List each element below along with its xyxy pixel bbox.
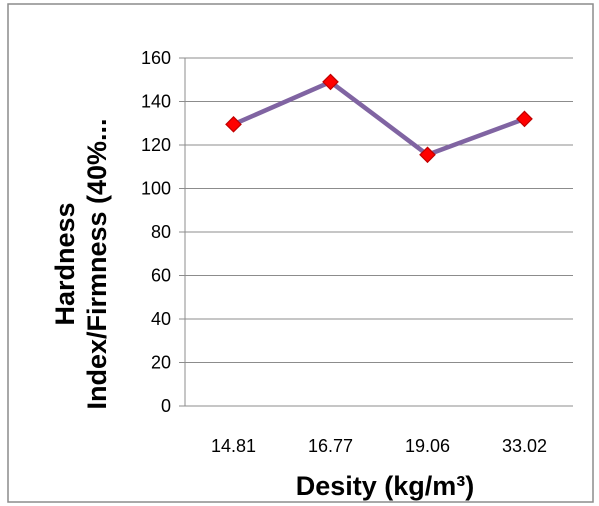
data-point-marker [225, 115, 242, 133]
y-tick-label: 40 [151, 309, 171, 329]
y-tick-label: 20 [151, 353, 171, 373]
data-point-marker [419, 146, 436, 164]
x-tick-label: 14.81 [211, 436, 256, 456]
gridlines [185, 57, 573, 363]
y-axis-title: Hardness Index/Firmness (40%... [50, 118, 112, 409]
chart-area-border [7, 3, 594, 503]
y-tick-label: 80 [151, 222, 171, 242]
x-tick-label: 33.02 [502, 436, 547, 456]
y-tick-label: 100 [141, 179, 171, 199]
series-line [231, 79, 527, 158]
y-tick-label: 160 [141, 48, 171, 68]
data-point-marker [322, 73, 339, 91]
y-tick-label: 140 [141, 92, 171, 112]
y-axis-title-line-1: Hardness [50, 202, 80, 325]
tick-labels: 0 20 40 60 80 100 120 140 160 14.81 16.77 19.06 33.0… [141, 48, 547, 456]
y-axis-title-line-2: Index/Firmness (40%... [82, 118, 112, 409]
y-tick-label: 120 [141, 135, 171, 155]
axes [179, 57, 573, 407]
plot-series [225, 73, 533, 164]
x-axis-title: Desity (kg/m³) [296, 471, 475, 501]
y-tick-label: 60 [151, 266, 171, 286]
data-point-marker [516, 110, 533, 128]
x-tick-label: 19.06 [405, 436, 450, 456]
x-tick-label: 16.77 [308, 436, 353, 456]
y-tick-label: 0 [161, 396, 171, 416]
